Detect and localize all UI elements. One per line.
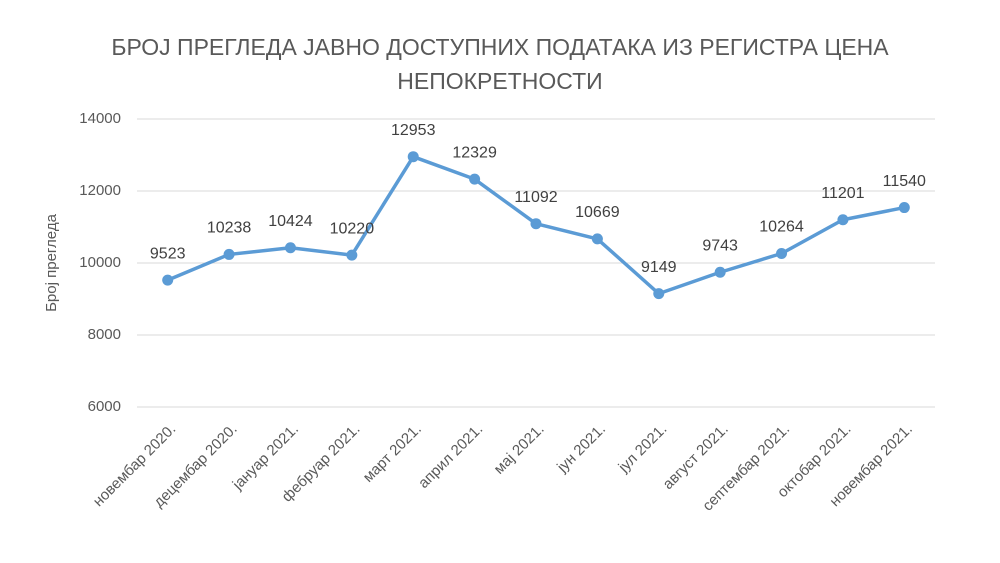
data-label: 10220 <box>330 220 375 237</box>
y-tick-label: 8000 <box>88 326 121 343</box>
data-label: 11540 <box>883 173 926 190</box>
data-point <box>591 233 603 245</box>
x-tick-label: мај 2021. <box>491 421 548 478</box>
data-label: 10238 <box>207 220 252 237</box>
data-point <box>837 214 849 226</box>
data-point <box>776 247 788 259</box>
data-point <box>162 274 174 286</box>
x-tick-label: јул 2021. <box>615 421 671 477</box>
y-tick-label: 10000 <box>79 254 121 271</box>
data-label: 12329 <box>452 144 497 161</box>
data-label: 9523 <box>150 245 186 262</box>
x-tick-label: јун 2021. <box>553 421 609 477</box>
data-point <box>284 242 296 254</box>
data-point <box>469 173 481 185</box>
y-tick-label: 6000 <box>88 398 121 415</box>
data-label: 11201 <box>821 185 864 202</box>
chart-title: БРОЈ ПРЕГЛЕДА ЈАВНО ДОСТУПНИХ ПОДАТАКА И… <box>111 34 889 94</box>
data-point <box>346 249 358 261</box>
data-label: 12953 <box>391 122 436 139</box>
data-label: 10264 <box>759 219 804 236</box>
data-label: 9149 <box>641 259 677 276</box>
data-label: 11092 <box>514 189 557 206</box>
y-tick-label: 12000 <box>79 182 121 199</box>
data-point <box>898 202 910 214</box>
data-point <box>653 288 665 300</box>
data-label: 10424 <box>268 213 313 230</box>
data-label: 10669 <box>575 204 620 221</box>
data-point <box>530 218 542 230</box>
x-tick-label: март 2021. <box>360 421 425 486</box>
data-point <box>407 151 419 163</box>
data-point <box>223 248 235 260</box>
x-tick-label: април 2021. <box>415 421 486 492</box>
data-point <box>714 266 726 278</box>
data-label: 9743 <box>702 237 738 254</box>
y-tick-label: 14000 <box>79 110 121 127</box>
y-axis-label: Број прегледа <box>43 213 60 311</box>
